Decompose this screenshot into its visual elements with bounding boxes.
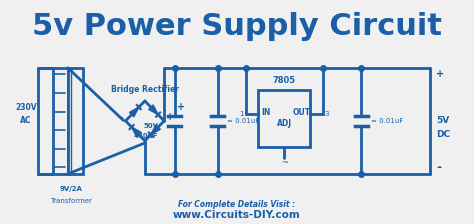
- Polygon shape: [132, 127, 141, 137]
- Text: = 0.01uF: = 0.01uF: [371, 118, 403, 124]
- FancyBboxPatch shape: [258, 90, 310, 147]
- Text: 7805: 7805: [273, 75, 296, 85]
- Text: 9V/2A: 9V/2A: [59, 186, 82, 192]
- Text: 5V: 5V: [436, 116, 449, 125]
- Text: IN: IN: [262, 108, 271, 116]
- Text: ~: ~: [281, 158, 288, 167]
- Text: 3: 3: [325, 111, 329, 117]
- Text: For Complete Details Visit :: For Complete Details Visit :: [178, 200, 296, 209]
- Text: AC: AC: [20, 116, 32, 125]
- Text: 230V: 230V: [15, 103, 37, 112]
- Polygon shape: [149, 105, 158, 115]
- Text: 1: 1: [239, 111, 244, 117]
- Text: DC: DC: [436, 130, 450, 139]
- Text: 5v Power Supply Circuit: 5v Power Supply Circuit: [32, 13, 442, 41]
- Polygon shape: [129, 107, 139, 117]
- Text: OUT: OUT: [293, 108, 311, 116]
- Text: ADJ: ADJ: [277, 118, 292, 127]
- Text: 50V: 50V: [144, 123, 159, 129]
- Polygon shape: [151, 125, 160, 135]
- Text: www.Circuits-DIY.com: www.Circuits-DIY.com: [173, 210, 301, 220]
- FancyBboxPatch shape: [53, 68, 68, 174]
- Text: +: +: [177, 102, 185, 112]
- Text: Bridge Rectifier: Bridge Rectifier: [111, 85, 179, 94]
- Text: = 0.01uF: = 0.01uF: [227, 118, 260, 124]
- Text: +: +: [166, 112, 174, 122]
- Text: Transformer: Transformer: [50, 198, 91, 204]
- Text: -: -: [436, 161, 441, 174]
- FancyBboxPatch shape: [68, 68, 83, 174]
- Text: 470uF: 470uF: [134, 133, 159, 139]
- Text: -: -: [119, 112, 123, 122]
- Text: +: +: [436, 69, 445, 79]
